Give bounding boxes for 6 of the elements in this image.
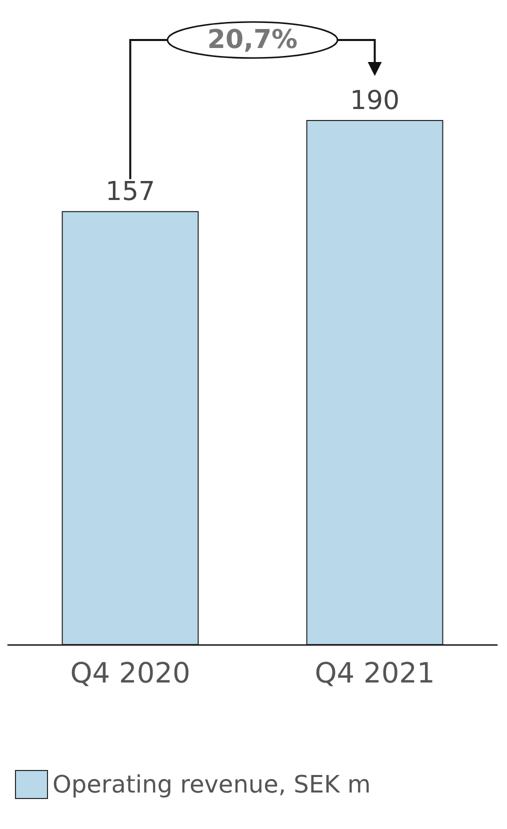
text: 20,7%: [207, 25, 298, 55]
data-label: 157: [105, 177, 156, 208]
legend-label: Operating revenue, SEK m: [52, 770, 371, 798]
x-tick-label: Q4 2021: [314, 656, 435, 690]
data-label: 190: [350, 86, 400, 116]
x-tick-label: Q4 2020: [70, 656, 190, 690]
